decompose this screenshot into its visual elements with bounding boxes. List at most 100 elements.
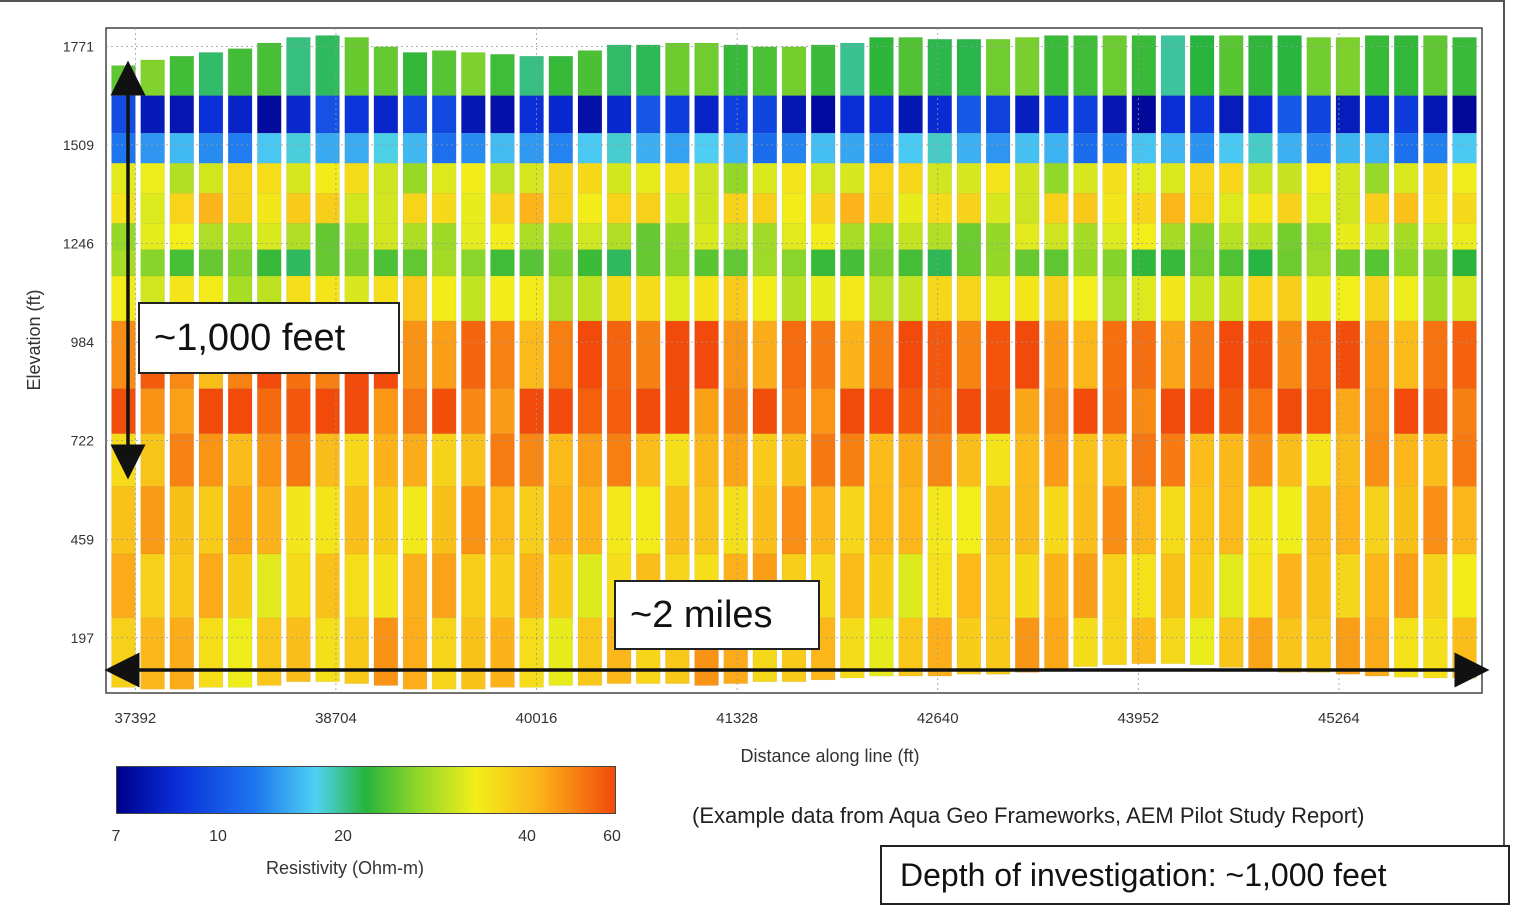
resistivity-cell <box>548 486 574 555</box>
resistivity-cell <box>898 249 923 277</box>
resistivity-cell <box>1219 249 1244 277</box>
resistivity-cell <box>752 223 778 250</box>
resistivity-cell <box>461 486 486 555</box>
resistivity-cell <box>927 38 953 96</box>
resistivity-cell <box>956 193 982 224</box>
sounding-column <box>840 42 865 679</box>
resistivity-cell <box>257 223 282 250</box>
resistivity-cell <box>635 388 661 435</box>
resistivity-cell <box>1452 162 1477 194</box>
resistivity-cell <box>1452 223 1477 250</box>
resistivity-cell <box>373 193 399 224</box>
resistivity-cell <box>956 38 982 96</box>
resistivity-cell <box>1364 193 1390 224</box>
resistivity-cell <box>1393 388 1419 435</box>
resistivity-cell <box>635 433 661 487</box>
resistivity-cell <box>519 320 544 389</box>
resistivity-cell <box>198 132 224 164</box>
resistivity-cell <box>402 275 428 322</box>
resistivity-cell <box>927 275 953 322</box>
resistivity-cell <box>1102 162 1127 194</box>
resistivity-cell <box>577 320 603 389</box>
resistivity-cell <box>111 617 136 688</box>
resistivity-cell <box>169 55 195 96</box>
resistivity-cell <box>810 223 836 250</box>
resistivity-cell <box>1364 433 1390 487</box>
resistivity-cell <box>723 162 748 194</box>
x-tick-label: 37392 <box>114 710 156 727</box>
resistivity-cell <box>1189 388 1215 435</box>
resistivity-cell <box>1423 162 1448 194</box>
resistivity-cell <box>548 132 574 164</box>
resistivity-cell <box>1189 35 1215 96</box>
resistivity-cell <box>198 223 224 250</box>
resistivity-cell <box>1423 95 1448 134</box>
resistivity-cell <box>1277 275 1302 322</box>
resistivity-cell <box>694 223 719 250</box>
resistivity-cell <box>635 223 661 250</box>
resistivity-cell <box>402 162 428 194</box>
resistivity-cell <box>869 193 894 224</box>
resistivity-cell <box>810 249 836 277</box>
resistivity-cell <box>1219 617 1244 668</box>
resistivity-cell <box>1131 553 1157 619</box>
resistivity-cell <box>1131 193 1157 224</box>
resistivity-cell <box>431 95 457 134</box>
resistivity-cell <box>198 617 224 688</box>
resistivity-cell <box>1364 275 1390 322</box>
resistivity-cell <box>694 249 719 277</box>
resistivity-cell <box>373 132 399 164</box>
resistivity-cell <box>1306 486 1331 555</box>
resistivity-cell <box>1452 95 1477 134</box>
resistivity-cell <box>490 249 515 277</box>
resistivity-cell <box>1131 132 1157 164</box>
resistivity-cell <box>1219 388 1244 435</box>
resistivity-cell <box>140 553 165 619</box>
resistivity-cell <box>198 52 224 96</box>
resistivity-cell <box>635 162 661 194</box>
resistivity-cell <box>1219 486 1244 555</box>
resistivity-cell <box>985 95 1011 134</box>
resistivity-cell <box>1248 35 1273 96</box>
resistivity-cell <box>1102 35 1127 96</box>
resistivity-cell <box>1131 95 1157 134</box>
resistivity-cell <box>1160 162 1186 194</box>
resistivity-cell <box>402 193 428 224</box>
resistivity-cell <box>373 162 399 194</box>
resistivity-cell <box>1131 35 1157 96</box>
resistivity-cell <box>1073 275 1098 322</box>
resistivity-cell <box>1131 486 1157 555</box>
resistivity-cell <box>898 617 923 677</box>
resistivity-cell <box>927 433 953 487</box>
resistivity-cell <box>315 388 340 435</box>
resistivity-cell <box>985 486 1011 555</box>
sounding-column <box>1393 35 1419 678</box>
resistivity-cell <box>1393 249 1419 277</box>
resistivity-cell <box>985 553 1011 619</box>
sounding-column <box>490 53 515 688</box>
resistivity-cell <box>1335 162 1361 194</box>
resistivity-cell <box>431 617 457 690</box>
resistivity-cell <box>373 46 399 96</box>
resistivity-cell <box>548 249 574 277</box>
resistivity-cell <box>548 55 574 96</box>
resistivity-cell <box>461 553 486 619</box>
colorbar-tick: 20 <box>334 828 352 845</box>
resistivity-cell <box>985 223 1011 250</box>
resistivity-cell <box>1014 95 1040 134</box>
resistivity-cell <box>1014 388 1040 435</box>
resistivity-cell <box>781 249 807 277</box>
resistivity-cell <box>898 95 923 134</box>
resistivity-cell <box>461 52 486 96</box>
resistivity-cell <box>927 388 953 435</box>
sounding-column <box>1364 35 1390 677</box>
resistivity-cell <box>169 617 195 690</box>
resistivity-cell <box>257 162 282 194</box>
resistivity-cell <box>927 617 953 677</box>
resistivity-cell <box>548 553 574 619</box>
resistivity-cell <box>257 42 282 96</box>
resistivity-cell <box>781 320 807 389</box>
resistivity-cell <box>927 249 953 277</box>
resistivity-cell <box>548 320 574 389</box>
resistivity-cell <box>111 275 136 322</box>
